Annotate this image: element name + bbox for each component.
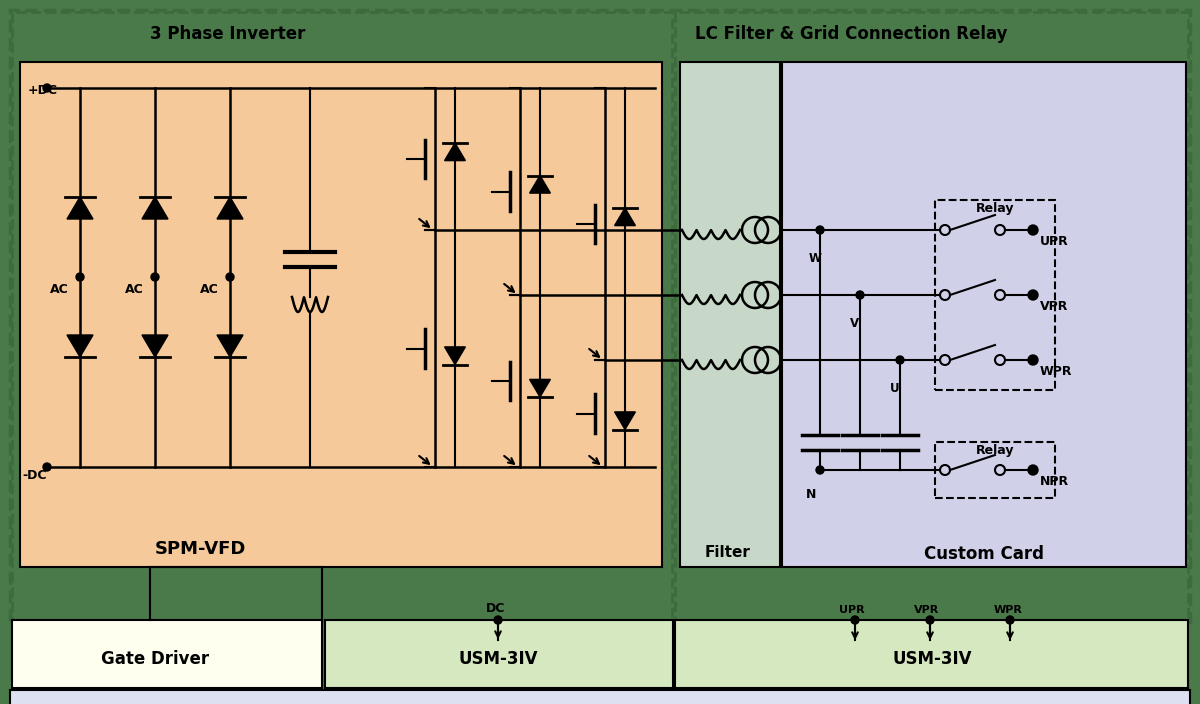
Polygon shape (217, 197, 242, 219)
Text: V: V (851, 317, 859, 330)
Text: Custom Card: Custom Card (924, 545, 1044, 563)
Text: N: N (806, 488, 816, 501)
Circle shape (1028, 290, 1038, 300)
Polygon shape (142, 197, 168, 219)
Text: UPR: UPR (839, 605, 865, 615)
Text: USM-3IV: USM-3IV (458, 650, 538, 668)
Polygon shape (529, 175, 551, 193)
Polygon shape (614, 208, 636, 225)
Polygon shape (217, 335, 242, 357)
Text: WPR: WPR (1040, 365, 1073, 378)
Text: USM-3IV: USM-3IV (893, 650, 972, 668)
Bar (20, 62, 662, 567)
Circle shape (816, 466, 824, 474)
Circle shape (1028, 355, 1038, 365)
Circle shape (43, 84, 50, 92)
Polygon shape (445, 143, 466, 161)
Bar (10, 690, 1190, 704)
Text: Filter: Filter (706, 545, 751, 560)
Bar (680, 62, 780, 567)
Text: AC: AC (200, 283, 218, 296)
Text: NPR: NPR (1040, 475, 1069, 488)
Polygon shape (67, 335, 94, 357)
Circle shape (856, 291, 864, 299)
Circle shape (43, 463, 50, 471)
Text: -DC: -DC (22, 469, 47, 482)
Circle shape (494, 616, 502, 624)
Text: VPR: VPR (914, 605, 940, 615)
Circle shape (926, 616, 934, 624)
Bar (674, 12, 1188, 620)
Bar (935, 442, 1055, 498)
Circle shape (1028, 465, 1038, 475)
Circle shape (76, 273, 84, 281)
Polygon shape (529, 379, 551, 397)
Text: Gate Driver: Gate Driver (101, 650, 209, 668)
Bar (12, 620, 322, 688)
Text: VPR: VPR (1040, 300, 1068, 313)
Polygon shape (445, 347, 466, 365)
Text: AC: AC (50, 283, 68, 296)
Bar (12, 12, 672, 620)
Text: UPR: UPR (1040, 235, 1069, 248)
Bar (325, 620, 673, 688)
Text: LC Filter & Grid Connection Relay: LC Filter & Grid Connection Relay (695, 25, 1008, 43)
Circle shape (1006, 616, 1014, 624)
Text: U: U (890, 382, 900, 395)
Bar (674, 620, 1188, 688)
Circle shape (151, 273, 158, 281)
Polygon shape (67, 197, 94, 219)
Circle shape (816, 226, 824, 234)
Text: Relay: Relay (976, 202, 1014, 215)
Circle shape (1028, 225, 1038, 235)
Text: WPR: WPR (994, 605, 1022, 615)
Text: 3 Phase Inverter: 3 Phase Inverter (150, 25, 305, 43)
Text: W: W (809, 252, 822, 265)
Text: +DC: +DC (28, 84, 58, 97)
Polygon shape (142, 335, 168, 357)
Bar (782, 62, 1186, 567)
Text: AC: AC (125, 283, 144, 296)
Text: SPM-VFD: SPM-VFD (155, 540, 246, 558)
Text: Relay: Relay (976, 444, 1014, 457)
Circle shape (896, 356, 904, 364)
Text: DC: DC (486, 602, 505, 615)
Circle shape (851, 616, 859, 624)
Bar (10, 10, 1190, 622)
Circle shape (226, 273, 234, 281)
Polygon shape (614, 412, 636, 429)
Bar (935, 200, 1055, 390)
